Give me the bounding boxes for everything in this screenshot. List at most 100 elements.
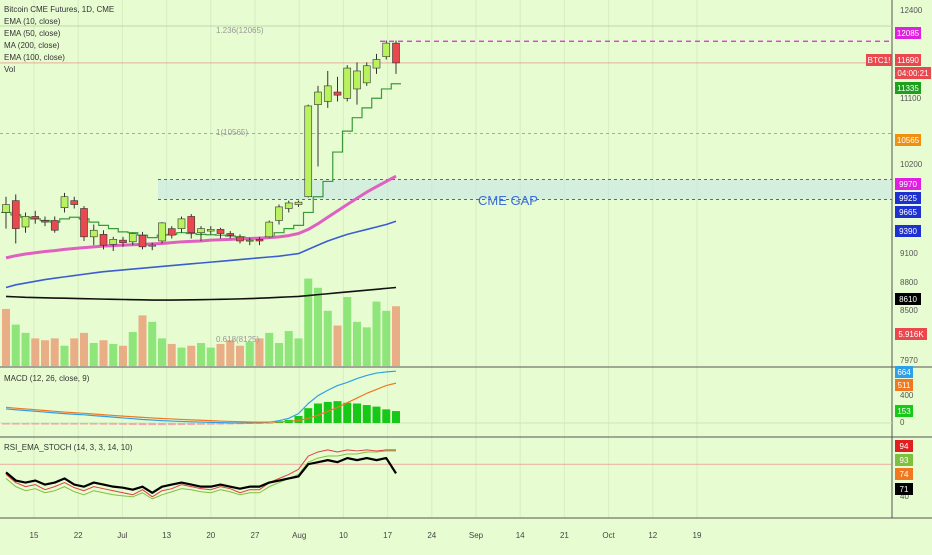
volume-bar: [265, 332, 274, 366]
badge-gap-bottom: 9665: [899, 208, 917, 217]
time-tick-label: Aug: [292, 531, 306, 540]
macd-histogram-bar: [187, 423, 196, 425]
fib-0618-label: 0.618(8125): [216, 335, 259, 344]
candle-body: [372, 59, 381, 69]
candle-body: [304, 105, 313, 198]
candle-body: [245, 239, 254, 242]
macd-histogram-bar: [265, 423, 274, 424]
candle-body: [382, 42, 391, 58]
symbol-title[interactable]: Bitcoin CME Futures, 1D, CME: [4, 5, 115, 14]
badge-fib-1: 10565: [897, 136, 920, 145]
time-tick-label: Sep: [469, 531, 484, 540]
time-axis: 15 22 Jul 13 20 27 Aug 10 17 24 Sep 14 21 Oct 12 19: [30, 531, 702, 540]
macd-histogram-bar: [236, 423, 244, 425]
candle-body: [206, 229, 215, 232]
volume-bar: [362, 327, 371, 366]
volume-bar: [99, 340, 108, 366]
badge-ema10: 11335: [897, 84, 919, 93]
volume-bar: [21, 332, 30, 366]
legend-volume[interactable]: Vol: [4, 65, 16, 74]
chart-legend: Bitcoin CME Futures, 1D, CME EMA (10, cl…: [4, 4, 114, 76]
badge-volume: 5.916K: [898, 330, 924, 339]
badge-gap-bottom-bg: [895, 206, 921, 218]
volume-bar: [392, 306, 400, 366]
badge-ma200: 8610: [899, 295, 917, 304]
candle-body: [314, 91, 322, 105]
time-tick-label: 14: [516, 531, 525, 540]
rsi-title[interactable]: RSI_EMA_STOCH (14, 3, 3, 14, 10): [4, 443, 133, 452]
rsi-panel: [0, 449, 892, 500]
badge-rsi-green: 93: [900, 456, 909, 465]
badge-last-price-bg: [895, 54, 921, 66]
time-tick-label: 12: [648, 531, 657, 540]
macd-histogram-bar: [109, 423, 118, 425]
legend-ema10[interactable]: EMA (10, close): [4, 17, 61, 26]
volume-bar: [236, 345, 244, 366]
candle-body: [11, 200, 20, 229]
volume-bar: [50, 338, 59, 366]
candle-body: [323, 85, 332, 102]
macd-histogram-bar: [167, 423, 176, 426]
volume-bar: [304, 278, 313, 366]
price-tick-label: 9100: [900, 249, 918, 258]
fib-1236-label: 1.236(12065): [216, 26, 264, 35]
macd-histogram-bar: [148, 423, 157, 426]
badge-fib-top: 12085: [897, 29, 920, 38]
macd-title[interactable]: MACD (12, 26, close, 9): [4, 374, 90, 383]
badge-volume-bg: [895, 328, 927, 340]
badge-fib-top-bg: [895, 27, 921, 39]
candle-body: [50, 220, 59, 231]
badge-rsi-orange-bg: [895, 468, 913, 480]
volume-bars: [2, 278, 400, 366]
price-tick-label: 7970: [900, 356, 918, 365]
volume-bar: [333, 325, 342, 366]
candle-body: [226, 233, 235, 236]
time-tick-label: 19: [693, 531, 702, 540]
time-tick-label: Oct: [602, 531, 615, 540]
macd-panel: [0, 370, 892, 426]
macd-histogram-bar: [2, 423, 10, 425]
volume-bar: [353, 321, 361, 366]
candle-body: [31, 216, 40, 220]
rsi-green-line: [5, 450, 396, 500]
time-tick-label: 20: [206, 531, 215, 540]
macd-histogram-bar: [128, 423, 137, 425]
candle-body: [21, 216, 30, 228]
badge-macd-line: 664: [897, 368, 911, 377]
volume-bar: [2, 308, 10, 366]
macd-histogram-bar: [333, 401, 342, 423]
candle-body: [109, 239, 118, 245]
candle-body: [187, 216, 196, 234]
legend-ema100[interactable]: EMA (100, close): [4, 53, 65, 62]
badge-macd-signal-bg: [895, 379, 913, 391]
time-tick-label: 15: [30, 531, 39, 540]
candle-body: [294, 201, 303, 205]
candle-body: [60, 196, 69, 208]
legend-ma200[interactable]: MA (200, close): [4, 41, 60, 50]
volume-bar: [284, 331, 293, 366]
badge-btc-label-bg: [866, 54, 892, 66]
macd-histogram-bar: [50, 423, 59, 425]
volume-bar: [372, 301, 381, 366]
macd-histogram-bar: [89, 423, 98, 425]
ma200-line: [5, 286, 397, 301]
macd-histogram-bar: [255, 423, 264, 424]
macd-histogram-bar: [206, 423, 215, 425]
candle-body: [128, 233, 137, 243]
candle-body: [265, 221, 274, 238]
candle-body: [255, 239, 264, 242]
badge-gap-top: 9925: [899, 194, 917, 203]
candle-body: [216, 229, 225, 234]
macd-tick-label: 400: [900, 391, 914, 400]
price-tick-label: 8800: [900, 278, 918, 287]
legend-ema50[interactable]: EMA (50, close): [4, 29, 61, 38]
volume-bar: [31, 338, 40, 366]
rsi-red-line: [5, 449, 396, 498]
macd-histogram-bar: [99, 423, 108, 425]
price-axis: 1240011100102009100880085007970400200040: [900, 6, 923, 501]
badge-rsi-red-bg: [895, 440, 913, 452]
volume-bar: [109, 343, 118, 366]
badge-btc-label: BTC1!: [868, 56, 891, 65]
